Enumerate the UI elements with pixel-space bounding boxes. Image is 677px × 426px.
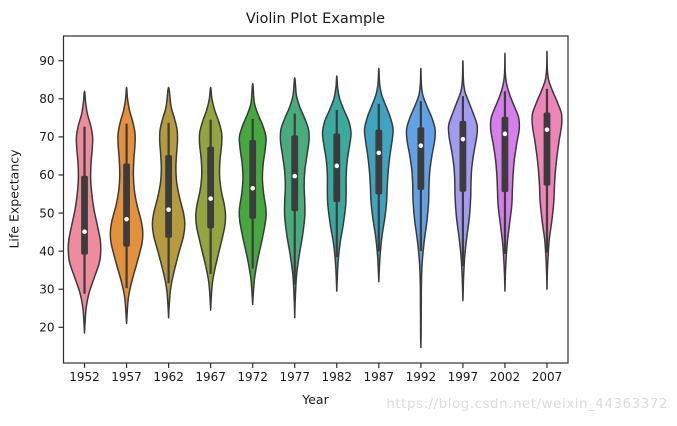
y-tick-label-40: 40 [39, 244, 54, 258]
x-tick-label-1987: 1987 [364, 370, 395, 384]
iqr-box-1952 [81, 175, 88, 255]
watermark-text: https://blog.csdn.net/weixin_44363372 [386, 396, 668, 412]
x-tick-label-1957: 1957 [111, 370, 142, 384]
y-tick-label-20: 20 [39, 321, 54, 335]
x-tick-label-1977: 1977 [279, 370, 310, 384]
median-dot-1982 [334, 163, 340, 169]
median-dot-1957 [124, 216, 129, 222]
median-dot-1977 [292, 173, 298, 179]
x-tick-label-1967: 1967 [195, 370, 226, 384]
x-tick-label-2002: 2002 [490, 370, 521, 384]
median-dot-2002 [502, 131, 508, 137]
violin-1967 [194, 86, 227, 311]
iqr-box-1962 [165, 155, 173, 238]
chart-title: Violin Plot Example [245, 11, 386, 27]
violin-1972 [238, 82, 267, 306]
violin-1952 [67, 90, 102, 334]
x-tick-label-1972: 1972 [237, 370, 268, 384]
x-tick-label-1982: 1982 [321, 370, 352, 384]
y-tick-label-50: 50 [39, 206, 54, 220]
violin-1997 [447, 59, 479, 302]
iqr-box-2002 [501, 116, 509, 193]
y-tick-label-80: 80 [39, 92, 54, 106]
x-axis-label: Year [302, 392, 329, 407]
median-dot-2007 [544, 127, 550, 132]
median-dot-1997 [460, 136, 466, 142]
y-tick-label-90: 90 [39, 54, 54, 68]
median-dot-1967 [208, 196, 213, 201]
iqr-box-1957 [123, 163, 130, 247]
y-axis-label: Life Expectancy [6, 149, 22, 249]
iqr-box-1967 [207, 146, 215, 229]
iqr-box-1977 [291, 135, 299, 212]
iqr-box-1972 [249, 139, 257, 219]
axes-frame [62, 35, 569, 364]
violin-1957 [109, 86, 144, 325]
x-tick-label-1992: 1992 [406, 370, 437, 384]
x-tick-label-1997: 1997 [448, 370, 479, 384]
violin-2007 [531, 50, 563, 290]
x-tick-label-1962: 1962 [153, 370, 184, 384]
median-dot-1962 [166, 207, 171, 212]
y-tick-label-60: 60 [39, 168, 54, 182]
violin-1982 [321, 75, 352, 292]
x-tick-label-1952: 1952 [69, 370, 100, 384]
median-dot-1987 [376, 150, 382, 156]
x-tick-label-2007: 2007 [532, 370, 563, 384]
y-tick-label-70: 70 [39, 130, 54, 144]
iqr-box-1987 [375, 129, 383, 195]
median-dot-1992 [418, 143, 424, 148]
violin-1987 [363, 67, 394, 283]
iqr-box-1992 [417, 127, 425, 190]
violin-2002 [489, 52, 521, 292]
y-tick-label-30: 30 [39, 282, 54, 296]
iqr-box-2007 [543, 112, 551, 186]
median-dot-1952 [82, 229, 87, 235]
iqr-box-1997 [459, 120, 467, 192]
violin-1962 [151, 86, 186, 319]
violin-1992 [405, 67, 437, 349]
median-dot-1972 [250, 186, 255, 191]
violin-1977 [279, 77, 310, 319]
